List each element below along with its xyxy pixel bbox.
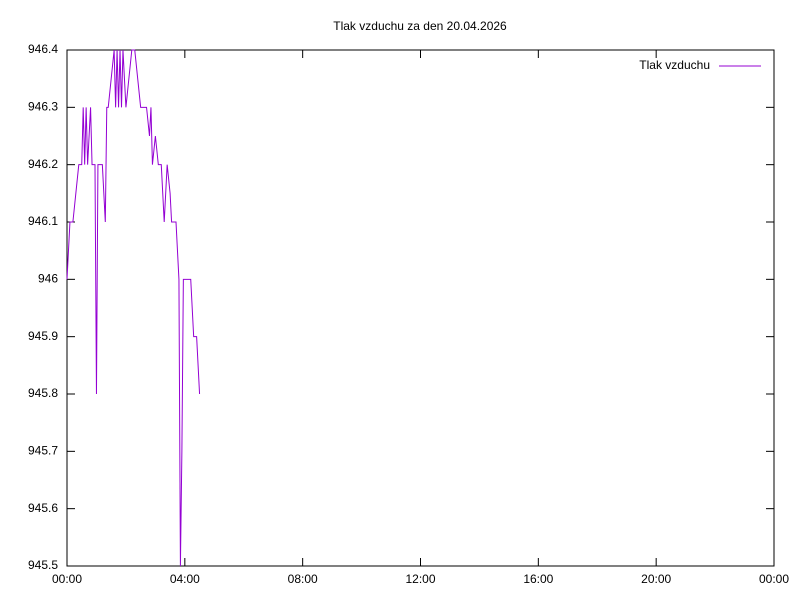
x-tick-label: 00:00 bbox=[759, 572, 789, 586]
y-tick-label: 946.2 bbox=[28, 157, 58, 171]
chart-title: Tlak vzduchu za den 20.04.2026 bbox=[333, 19, 507, 33]
legend-label: Tlak vzduchu bbox=[639, 58, 710, 72]
x-tick-label: 08:00 bbox=[288, 572, 318, 586]
y-tick-label: 945.5 bbox=[28, 558, 58, 572]
series-line bbox=[66, 49, 201, 567]
x-tick-label: 20:00 bbox=[641, 572, 671, 586]
y-tick-label: 945.8 bbox=[28, 386, 58, 400]
y-tick-label: 945.7 bbox=[28, 444, 58, 458]
y-tick-label: 946.1 bbox=[28, 214, 58, 228]
y-tick-label: 946.3 bbox=[28, 100, 58, 114]
x-tick-label: 16:00 bbox=[523, 572, 553, 586]
y-tick-label: 946.4 bbox=[28, 42, 58, 56]
y-tick-label: 945.6 bbox=[28, 501, 58, 515]
x-tick-label: 04:00 bbox=[170, 572, 200, 586]
y-tick-label: 945.9 bbox=[28, 329, 58, 343]
x-tick-label: 00:00 bbox=[52, 572, 82, 586]
y-tick-label: 946 bbox=[38, 272, 58, 286]
x-tick-label: 12:00 bbox=[405, 572, 435, 586]
